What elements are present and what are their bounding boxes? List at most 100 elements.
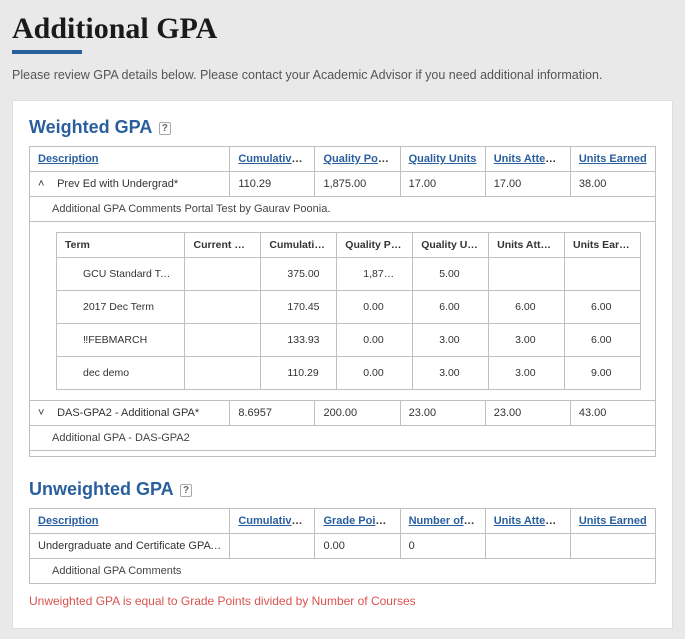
col-grade-points[interactable]: Grade Points xyxy=(323,515,391,527)
col-quality-points: Quality Points xyxy=(337,233,413,258)
row-grade-points: 0.00 xyxy=(315,534,400,559)
term-row: 2017 Dec Term170.450.006.006.006.00 xyxy=(57,291,641,324)
gpa-panel: Weighted GPA ? Description Cumulative GP… xyxy=(12,100,673,629)
col-cumulative-gpa: Cumulative GPA xyxy=(261,233,337,258)
weighted-section: Weighted GPA ? Description Cumulative GP… xyxy=(29,117,656,457)
term-quality-units: 3.00 xyxy=(413,357,489,390)
term-units-earned: 6.00 xyxy=(565,291,641,324)
term-term: ‼FEBMARCH xyxy=(57,324,185,357)
col-units-attempted: Units Attempted xyxy=(489,233,565,258)
term-units-earned xyxy=(565,258,641,291)
term-quality-units: 3.00 xyxy=(413,324,489,357)
col-number-of-courses[interactable]: Number of Courses xyxy=(409,515,486,527)
term-units-earned: 6.00 xyxy=(565,324,641,357)
col-description[interactable]: Description xyxy=(38,153,99,165)
row-quality-points: 200.00 xyxy=(315,401,400,426)
unweighted-heading-text: Unweighted GPA xyxy=(29,479,173,499)
row-description: Prev Ed with Undergrad* xyxy=(57,178,178,190)
terms-header-row: Term Current GPA Cumulative GPA Quality … xyxy=(57,233,641,258)
row-cumulative-gpa xyxy=(230,534,315,559)
comment-row: Additional GPA Comments xyxy=(30,559,656,584)
row-description: Undergraduate and Certificate GPA ......… xyxy=(30,534,230,559)
col-quality-points[interactable]: Quality Points xyxy=(323,153,397,165)
unweighted-table: Description Cumulative GPA Grade Points … xyxy=(29,508,656,584)
term-term: GCU Standard Term xyxy=(57,258,185,291)
term-quality-points: 0.00 xyxy=(337,357,413,390)
term-quality-points: 0.00 xyxy=(337,324,413,357)
chevron-up-icon[interactable]: ˄ xyxy=(38,178,50,190)
comment-text: Additional GPA - DAS-GPA2 xyxy=(30,426,656,451)
weighted-heading: Weighted GPA ? xyxy=(29,117,656,138)
row-units-earned: 43.00 xyxy=(570,401,655,426)
weighted-table: Description Cumulative GPA Quality Point… xyxy=(29,146,656,457)
term-current-gpa xyxy=(185,324,261,357)
row-cumulative-gpa: 8.6957 xyxy=(230,401,315,426)
row-cumulative-gpa: 110.29 xyxy=(230,172,315,197)
term-quality-points: 1,875.00 xyxy=(337,258,413,291)
term-current-gpa xyxy=(185,258,261,291)
term-units-earned: 9.00 xyxy=(565,357,641,390)
term-current-gpa xyxy=(185,291,261,324)
term-term: 2017 Dec Term xyxy=(57,291,185,324)
unweighted-section: Unweighted GPA ? Description Cumulative … xyxy=(29,479,656,608)
help-icon[interactable]: ? xyxy=(180,484,192,497)
col-units-earned[interactable]: Units Earned xyxy=(579,515,647,527)
term-cumulative-gpa: 375.00 xyxy=(261,258,337,291)
col-units-earned[interactable]: Units Earned xyxy=(579,153,647,165)
term-units-attempted: 3.00 xyxy=(489,357,565,390)
term-units-attempted: 3.00 xyxy=(489,324,565,357)
row-description: DAS-GPA2 - Additional GPA* xyxy=(57,407,199,419)
unweighted-header-row: Description Cumulative GPA Grade Points … xyxy=(30,509,656,534)
chevron-down-icon[interactable]: ˅ xyxy=(38,407,50,419)
row-quality-points: 1,875.00 xyxy=(315,172,400,197)
col-cumulative-gpa[interactable]: Cumulative GPA xyxy=(238,153,315,165)
comment-text: Additional GPA Comments xyxy=(30,559,656,584)
row-units-earned xyxy=(570,534,655,559)
term-units-attempted: 6.00 xyxy=(489,291,565,324)
term-quality-units: 6.00 xyxy=(413,291,489,324)
terms-table: Term Current GPA Cumulative GPA Quality … xyxy=(56,232,641,390)
col-units-attempted[interactable]: Units Attempted xyxy=(494,515,571,527)
term-quality-units: 5.00 xyxy=(413,258,489,291)
row-units-attempted: 17.00 xyxy=(485,172,570,197)
row-units-earned: 38.00 xyxy=(570,172,655,197)
weighted-header-row: Description Cumulative GPA Quality Point… xyxy=(30,147,656,172)
row-quality-units: 17.00 xyxy=(400,172,485,197)
term-cumulative-gpa: 170.45 xyxy=(261,291,337,324)
col-description[interactable]: Description xyxy=(38,515,99,527)
comment-text: Additional GPA Comments Portal Test by G… xyxy=(30,197,656,222)
col-current-gpa: Current GPA xyxy=(185,233,261,258)
spacer-row xyxy=(30,451,656,457)
term-units-attempted xyxy=(489,258,565,291)
term-cumulative-gpa: 110.29 xyxy=(261,357,337,390)
page-title: Additional GPA xyxy=(12,12,673,46)
table-row: ˄ Prev Ed with Undergrad* 110.29 1,875.0… xyxy=(30,172,656,197)
unweighted-heading: Unweighted GPA ? xyxy=(29,479,656,500)
comment-row: Additional GPA Comments Portal Test by G… xyxy=(30,197,656,222)
help-icon[interactable]: ? xyxy=(159,122,171,135)
comment-row: Additional GPA - DAS-GPA2 xyxy=(30,426,656,451)
weighted-heading-text: Weighted GPA xyxy=(29,117,152,137)
col-cumulative-gpa[interactable]: Cumulative GPA xyxy=(238,515,315,527)
term-quality-points: 0.00 xyxy=(337,291,413,324)
term-row: ‼FEBMARCH133.930.003.003.006.00 xyxy=(57,324,641,357)
intro-text: Please review GPA details below. Please … xyxy=(12,68,673,82)
term-row: GCU Standard Term 375.001,875.005.00 xyxy=(57,258,641,291)
title-underline xyxy=(12,50,82,54)
col-quality-units[interactable]: Quality Units xyxy=(409,153,477,165)
row-units-attempted: 23.00 xyxy=(485,401,570,426)
col-units-earned: Units Earned xyxy=(565,233,641,258)
row-units-attempted xyxy=(485,534,570,559)
term-current-gpa xyxy=(185,357,261,390)
col-quality-units: Quality Units xyxy=(413,233,489,258)
table-row: Undergraduate and Certificate GPA ......… xyxy=(30,534,656,559)
row-quality-units: 23.00 xyxy=(400,401,485,426)
term-row: dec demo110.290.003.003.009.00 xyxy=(57,357,641,390)
term-cumulative-gpa: 133.93 xyxy=(261,324,337,357)
row-number-of-courses: 0 xyxy=(400,534,485,559)
col-units-attempted[interactable]: Units Attempted xyxy=(494,153,571,165)
unweighted-footnote: Unweighted GPA is equal to Grade Points … xyxy=(29,594,656,608)
nested-terms-row: Term Current GPA Cumulative GPA Quality … xyxy=(30,222,656,401)
table-row: ˅ DAS-GPA2 - Additional GPA* 8.6957 200.… xyxy=(30,401,656,426)
term-term: dec demo xyxy=(57,357,185,390)
